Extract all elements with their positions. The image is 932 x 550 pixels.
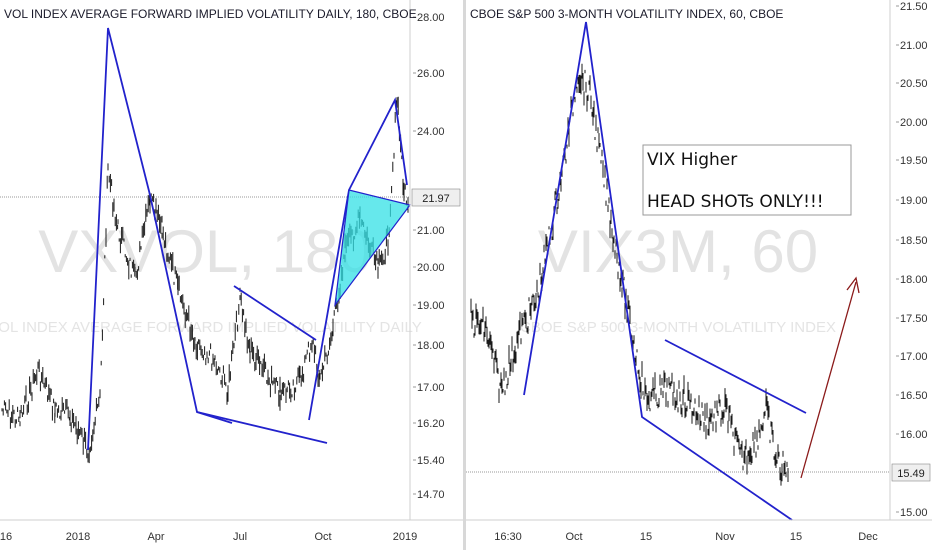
vxvol-price-tick-2: 24.00 bbox=[417, 126, 445, 138]
vix3m-time-axis[interactable]: 16:30 Oct 15 Nov 15 Dec bbox=[494, 531, 878, 543]
vix3m-price-tick-10: 16.50 bbox=[900, 390, 928, 402]
vxvol-time-axis[interactable]: 16 2018 Apr Jul Oct 2019 bbox=[0, 531, 417, 543]
vix3m-price-tick-7: 18.00 bbox=[900, 274, 928, 286]
vxvol-triangle-pattern bbox=[334, 189, 412, 308]
vxvol-watermark-subtitle: VOL INDEX AVERAGE FORWARD IMPLIED VOLATI… bbox=[0, 319, 422, 336]
vix3m-time-tick-4: 15 bbox=[790, 531, 802, 543]
vix3m-note-line-2: HEAD SHOTs ONLY!!! bbox=[647, 192, 824, 212]
vxvol-last-price-tag bbox=[411, 188, 461, 207]
vix3m-note-line-1: VIX Higher bbox=[647, 150, 737, 170]
vix3m-note-box[interactable]: VIX Higher HEAD SHOTs ONLY!!! bbox=[642, 144, 852, 216]
vix3m-price-tick-9: 17.00 bbox=[900, 351, 928, 363]
vix3m-price-tick-13: 15.00 bbox=[900, 507, 928, 519]
vix3m-time-tick-3: Nov bbox=[715, 531, 735, 543]
vix3m-time-tick-0: 16:30 bbox=[494, 531, 522, 543]
vxvol-price-tick-10: 14.70 bbox=[417, 489, 445, 501]
vix3m-price-tick-0: 21.50 bbox=[900, 1, 928, 13]
vix3m-price-bars bbox=[470, 63, 789, 486]
vxvol-trendline-3 bbox=[308, 97, 408, 421]
vxvol-price-tick-0: 28.00 bbox=[417, 12, 445, 24]
vix3m-price-series bbox=[470, 63, 789, 486]
vxvol-trendline-1 bbox=[196, 411, 328, 444]
vix3m-price-tick-4: 19.50 bbox=[900, 155, 928, 167]
vix3m-price-tick-1: 21.00 bbox=[900, 40, 928, 52]
vix3m-watermark-subtitle: CBOE S&P 500 3-MONTH VOLATILITY INDEX bbox=[520, 319, 836, 336]
vxvol-price-tick-3: 21.00 bbox=[417, 225, 445, 237]
vix3m-price-tick-5: 19.00 bbox=[900, 195, 928, 207]
vxvol-time-tick-1: 2018 bbox=[66, 531, 90, 543]
vxvol-price-tick-8: 16.20 bbox=[417, 418, 445, 430]
vxvol-time-tick-2: Apr bbox=[147, 531, 164, 543]
vix3m-channel-line-0 bbox=[523, 21, 793, 521]
vix3m-forecast-arrowhead bbox=[846, 276, 860, 294]
vix3m-note-border bbox=[642, 144, 852, 216]
vxvol-time-tick-3: Jul bbox=[233, 531, 247, 543]
vxvol-watermark: VXVOL, 180 VOL INDEX AVERAGE FORWARD IMP… bbox=[0, 218, 422, 336]
vxvol-price-tick-7: 17.00 bbox=[417, 382, 445, 394]
vix3m-chart-title: CBOE S&P 500 3-MONTH VOLATILITY INDEX, 6… bbox=[470, 7, 783, 21]
vix3m-chart[interactable]: VIX3M, 60 CBOE S&P 500 3-MONTH VOLATILIT… bbox=[466, 0, 932, 550]
vxvol-price-tick-6: 18.00 bbox=[417, 340, 445, 352]
vxvol-price-tick-5: 19.00 bbox=[417, 300, 445, 312]
vxvol-price-tick-1: 26.00 bbox=[417, 68, 445, 80]
vix3m-chart-panel[interactable]: VIX3M, 60 CBOE S&P 500 3-MONTH VOLATILIT… bbox=[466, 0, 932, 550]
vxvol-chart[interactable]: VXVOL, 180 VOL INDEX AVERAGE FORWARD IMP… bbox=[0, 0, 464, 550]
vxvol-time-tick-5: 2019 bbox=[393, 531, 417, 543]
vxvol-drawings bbox=[87, 27, 412, 451]
vxvol-trendline-2 bbox=[233, 285, 317, 341]
vix3m-last-price-tag bbox=[891, 463, 931, 482]
vxvol-price-axis[interactable]: 28.00 26.00 24.00 21.00 20.00 19.00 18.00 17.00… bbox=[413, 12, 445, 501]
vix3m-time-tick-2: 15 bbox=[640, 531, 652, 543]
vxvol-chart-panel[interactable]: VXVOL, 180 VOL INDEX AVERAGE FORWARD IMP… bbox=[0, 0, 464, 550]
vix3m-drawings bbox=[523, 21, 860, 521]
vix3m-forecast-arrow bbox=[800, 281, 857, 479]
vix3m-watermark-text: VIX3M, 60 bbox=[538, 218, 818, 285]
vix3m-last-price-label: 15.49 bbox=[897, 468, 925, 480]
vxvol-chart-title: VOL INDEX AVERAGE FORWARD IMPLIED VOLATI… bbox=[4, 7, 417, 21]
vxvol-price-tick-9: 15.40 bbox=[417, 455, 445, 467]
vix3m-price-tick-11: 16.00 bbox=[900, 429, 928, 441]
vix3m-price-tick-3: 20.00 bbox=[900, 117, 928, 129]
vxvol-time-tick-0: 16 bbox=[0, 531, 12, 543]
vix3m-time-tick-1: Oct bbox=[565, 531, 582, 543]
vxvol-watermark-text: VXVOL, 180 bbox=[38, 218, 372, 285]
vix3m-price-axis[interactable]: 21.50 21.00 20.50 20.00 19.50 19.00 18.50 18.00… bbox=[896, 1, 928, 519]
vix3m-price-tick-2: 20.50 bbox=[900, 78, 928, 90]
vix3m-channel-line-1 bbox=[664, 339, 807, 414]
panel-divider[interactable] bbox=[463, 0, 466, 550]
vxvol-time-tick-4: Oct bbox=[314, 531, 331, 543]
vxvol-last-price-label: 21.97 bbox=[422, 193, 450, 205]
vix3m-watermark: VIX3M, 60 CBOE S&P 500 3-MONTH VOLATILIT… bbox=[520, 218, 836, 336]
vix3m-price-tick-8: 17.50 bbox=[900, 313, 928, 325]
vix3m-time-tick-5: Dec bbox=[858, 531, 878, 543]
vix3m-price-tick-6: 18.50 bbox=[900, 235, 928, 247]
vxvol-price-tick-4: 20.00 bbox=[417, 262, 445, 274]
